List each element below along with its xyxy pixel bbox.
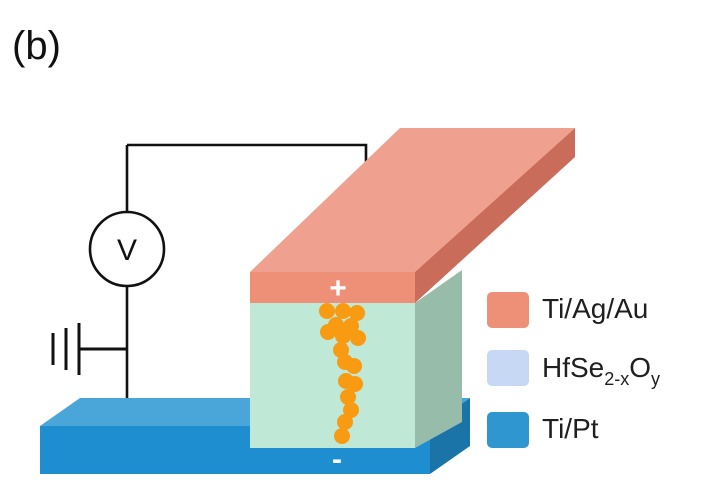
legend-swatch-ti-pt [487,412,529,448]
conductive-filament [319,303,366,444]
filament-particle [346,358,362,374]
filament-particle [350,330,366,346]
dielectric-front-face [250,303,415,448]
filament-particle [349,305,365,321]
top-electrode [250,128,575,303]
filament-particle [335,328,351,344]
filament-particle [347,376,363,392]
top-electrode-side-face [415,128,575,303]
top-electrode-top-face [250,128,575,272]
negative-sign: - [332,443,342,476]
legend-label-ti-ag-au: Ti/Ag/Au [542,293,648,324]
filament-particle [340,389,356,405]
filament-particle [335,303,351,319]
legend: Ti/Ag/Au HfSe2-xOy Ti/Pt [487,292,660,448]
top-electrode-front-face [250,272,415,303]
filament-particle [334,428,350,444]
filament-particle [320,324,336,340]
legend-item-hfse: HfSe2-xOy [487,350,660,389]
voltmeter-symbol: V [117,234,137,267]
dielectric-side-face [415,270,462,448]
filament-particle [337,414,353,430]
voltmeter: V [88,210,166,288]
dielectric-layer [250,270,462,448]
legend-item-ti-ag-au: Ti/Ag/Au [487,292,648,328]
legend-item-ti-pt: Ti/Pt [487,412,599,448]
panel-label: (b) [12,24,61,68]
legend-label-ti-pt: Ti/Pt [542,413,599,444]
filament-particle [343,402,359,418]
filament-particle [319,303,335,319]
ground-icon [51,323,127,375]
positive-sign: + [329,272,347,305]
voltmeter-circle [88,210,166,288]
legend-swatch-ti-ag-au [487,292,529,328]
legend-label-hfse: HfSe2-xOy [542,352,660,389]
legend-swatch-hfse [487,350,529,386]
